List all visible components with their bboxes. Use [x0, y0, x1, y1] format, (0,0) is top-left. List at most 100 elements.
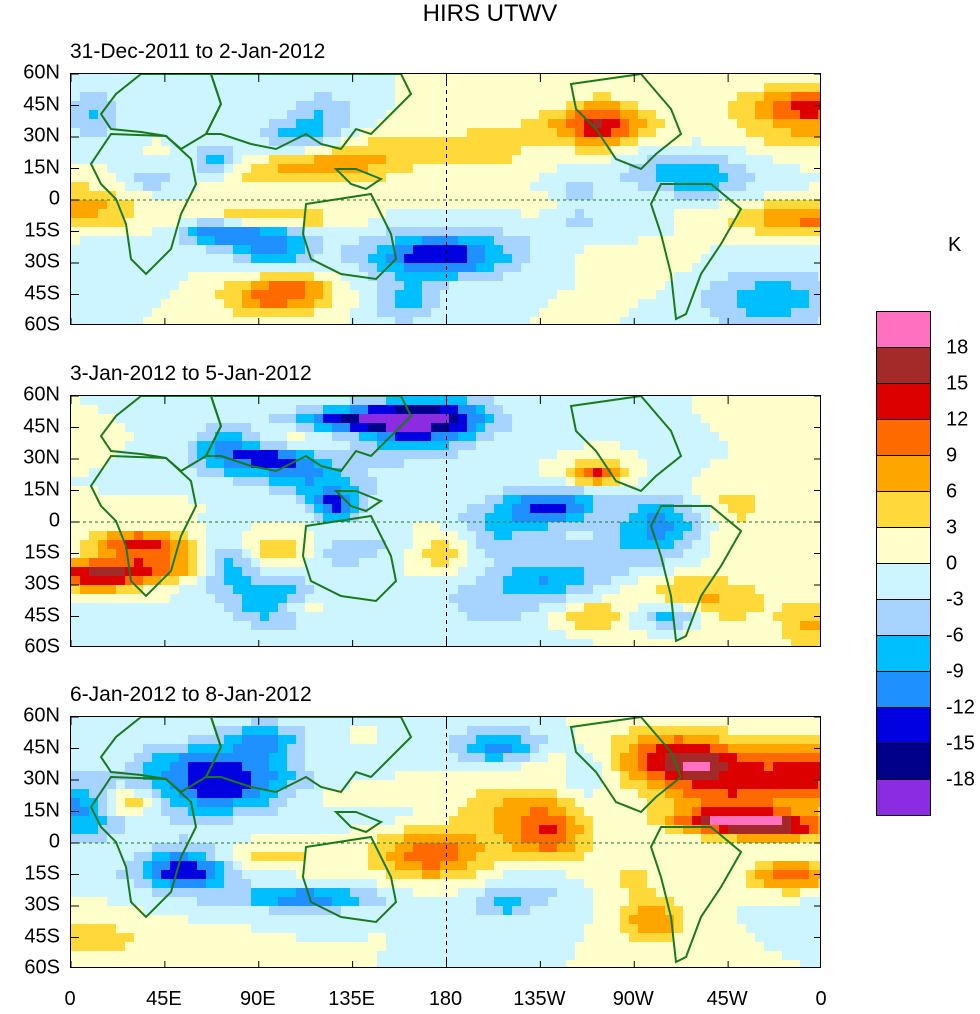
- field-cell: [413, 396, 423, 406]
- field-cell: [647, 504, 657, 514]
- field-cell: [710, 137, 720, 147]
- field-cell: [125, 414, 135, 424]
- field-cell: [593, 585, 603, 595]
- field-cell: [224, 468, 234, 478]
- field-cell: [692, 441, 702, 451]
- field-cell: [260, 191, 270, 201]
- field-cell: [206, 128, 216, 138]
- field-cell: [359, 128, 369, 138]
- field-cell: [656, 182, 666, 192]
- field-cell: [818, 299, 820, 309]
- field-cell: [782, 477, 792, 487]
- field-cell: [602, 612, 612, 622]
- field-cell: [611, 441, 621, 451]
- field-cell: [728, 432, 738, 442]
- field-cell: [422, 567, 432, 577]
- field-cell: [530, 495, 540, 505]
- field-cell: [521, 83, 531, 93]
- field-cell: [611, 308, 621, 318]
- field-cell: [665, 191, 675, 201]
- field-cell: [458, 317, 468, 324]
- field-cell: [629, 92, 639, 102]
- field-cell: [440, 441, 450, 451]
- field-cell: [260, 432, 270, 442]
- field-cell: [575, 585, 585, 595]
- field-cell: [215, 396, 225, 406]
- field-cell: [233, 594, 243, 604]
- field-cell: [89, 101, 99, 111]
- field-cell: [755, 522, 765, 532]
- field-cell: [152, 540, 162, 550]
- field-cell: [503, 414, 513, 424]
- field-cell: [224, 137, 234, 147]
- field-cell: [116, 164, 126, 174]
- field-cell: [521, 594, 531, 604]
- field-cell: [683, 405, 693, 415]
- field-cell: [224, 119, 234, 129]
- field-cell: [269, 558, 279, 568]
- field-cell: [521, 504, 531, 514]
- field-cell: [161, 218, 171, 228]
- field-cell: [746, 717, 756, 727]
- field-cell: [125, 281, 135, 291]
- field-cell: [314, 263, 324, 273]
- field-cell: [818, 621, 820, 631]
- field-cell: [692, 146, 702, 156]
- field-cell: [251, 405, 261, 415]
- field-cell: [413, 254, 423, 264]
- field-cell: [539, 621, 549, 631]
- field-cell: [233, 290, 243, 300]
- field-cell: [719, 245, 729, 255]
- field-cell: [503, 639, 513, 646]
- field-cell: [197, 405, 207, 415]
- field-cell: [818, 92, 820, 102]
- field-cell: [701, 576, 711, 586]
- field-cell: [152, 522, 162, 532]
- field-cell: [782, 639, 792, 646]
- field-cell: [404, 137, 414, 147]
- field-cell: [215, 495, 225, 505]
- field-cell: [719, 567, 729, 577]
- field-cell: [512, 272, 522, 282]
- field-cell: [791, 630, 801, 640]
- field-cell: [449, 396, 459, 406]
- field-cell: [170, 441, 180, 451]
- field-cell: [215, 245, 225, 255]
- field-cell: [485, 101, 495, 111]
- field-cell: [332, 74, 342, 84]
- field-cell: [431, 164, 441, 174]
- field-cell: [773, 191, 783, 201]
- field-cell: [548, 549, 558, 559]
- field-cell: [728, 486, 738, 496]
- field-cell: [233, 182, 243, 192]
- field-cell: [242, 717, 252, 727]
- field-cell: [143, 423, 153, 433]
- field-cell: [395, 504, 405, 514]
- field-cell: [107, 119, 117, 129]
- field-cell: [215, 137, 225, 147]
- field-cell: [548, 585, 558, 595]
- field-cell: [287, 726, 297, 736]
- field-cell: [620, 639, 630, 646]
- field-cell: [89, 299, 99, 309]
- field-cell: [458, 263, 468, 273]
- field-cell: [404, 290, 414, 300]
- field-cell: [539, 209, 549, 219]
- field-cell: [350, 101, 360, 111]
- field-cell: [521, 558, 531, 568]
- field-cell: [125, 468, 135, 478]
- field-cell: [260, 317, 270, 324]
- field-cell: [809, 504, 819, 514]
- field-cell: [386, 441, 396, 451]
- field-cell: [242, 477, 252, 487]
- field-cell: [404, 128, 414, 138]
- field-cell: [80, 128, 90, 138]
- field-cell: [548, 92, 558, 102]
- field-cell: [179, 245, 189, 255]
- field-cell: [593, 594, 603, 604]
- field-cell: [224, 423, 234, 433]
- field-cell: [386, 191, 396, 201]
- field-cell: [179, 200, 189, 210]
- field-cell: [710, 567, 720, 577]
- field-cell: [314, 155, 324, 165]
